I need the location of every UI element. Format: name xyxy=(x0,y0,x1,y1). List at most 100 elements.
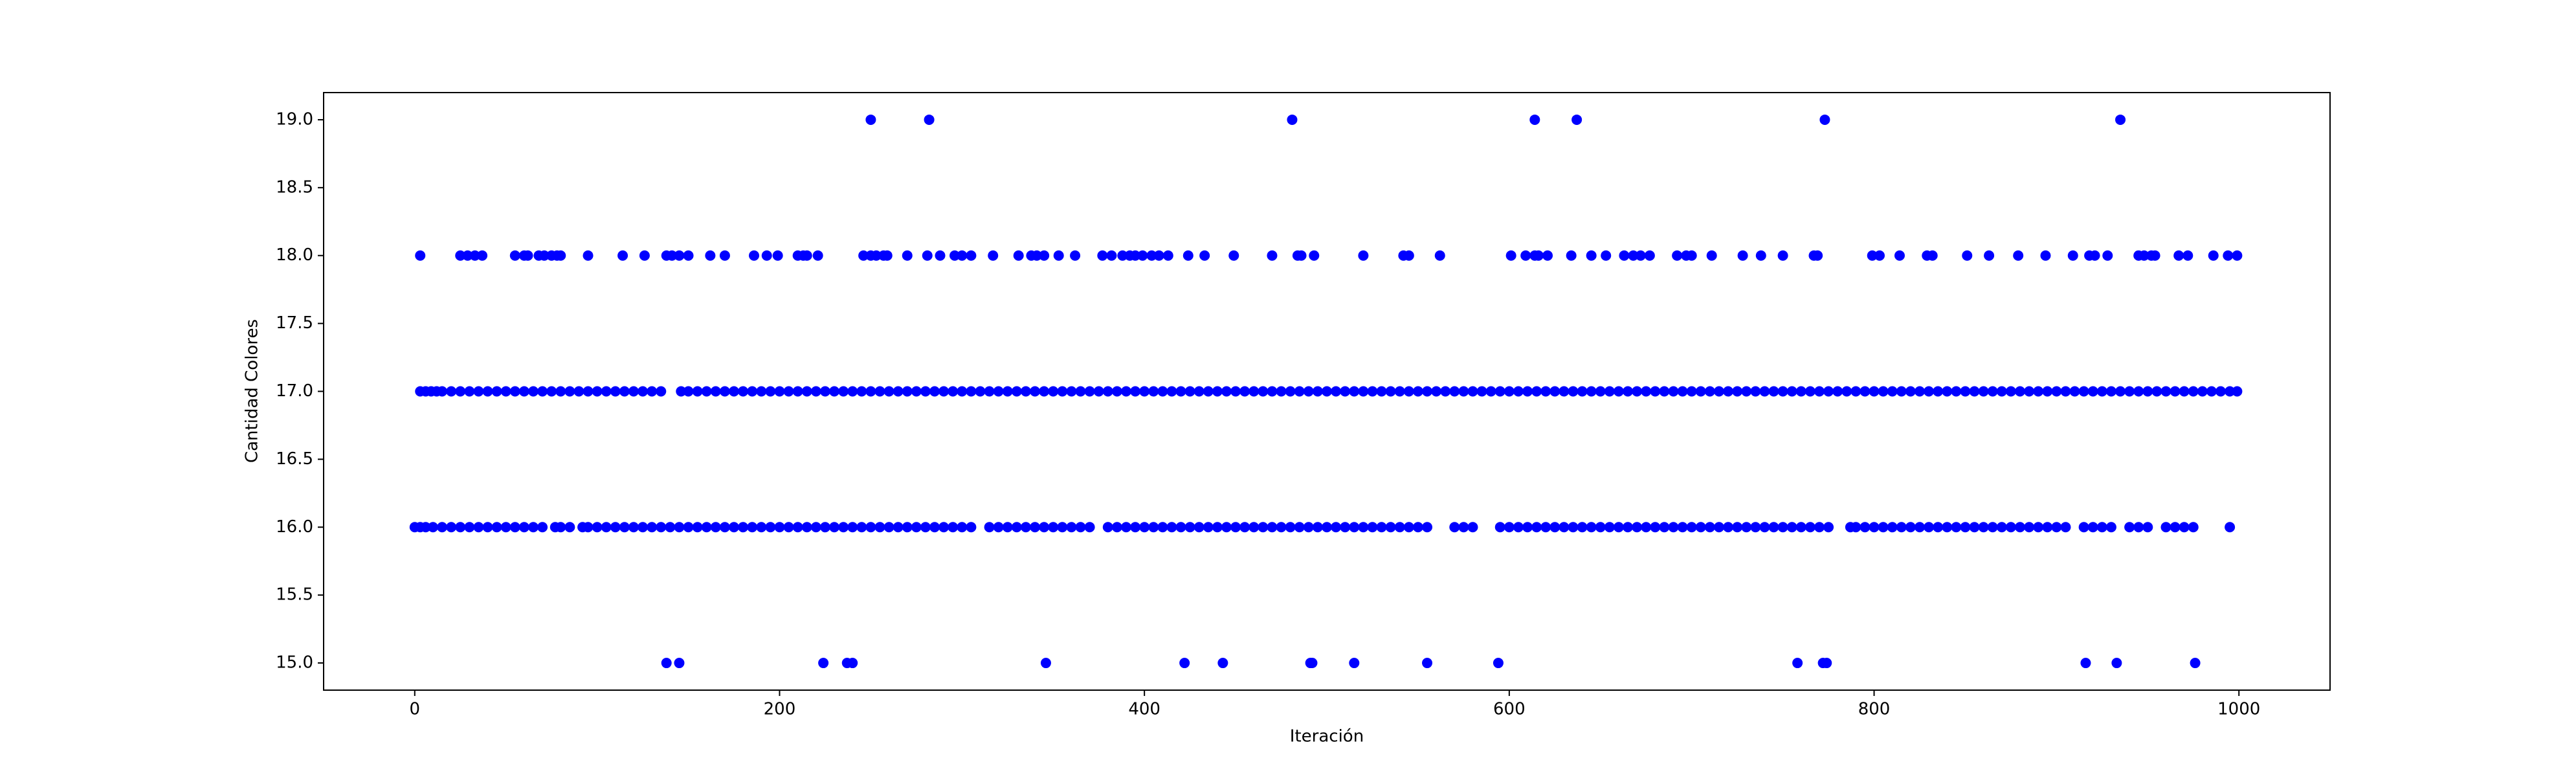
point xyxy=(1039,250,1050,261)
point xyxy=(1130,250,1141,261)
point xyxy=(801,250,812,261)
point xyxy=(1157,522,1168,533)
point xyxy=(993,386,1004,397)
point xyxy=(984,522,995,533)
point xyxy=(924,114,935,125)
point xyxy=(1595,386,1606,397)
point xyxy=(847,522,858,533)
y-tick-label: 18.0 xyxy=(276,245,313,265)
point xyxy=(2197,386,2208,397)
point xyxy=(1960,386,1971,397)
point xyxy=(537,522,548,533)
point xyxy=(1686,386,1697,397)
point xyxy=(1303,522,1314,533)
point xyxy=(1568,522,1579,533)
point xyxy=(2142,386,2153,397)
point xyxy=(437,386,448,397)
point xyxy=(705,250,716,261)
point xyxy=(1276,522,1287,533)
point xyxy=(638,522,649,533)
point xyxy=(1869,522,1880,533)
point xyxy=(1184,386,1195,397)
point xyxy=(482,522,493,533)
point xyxy=(1540,522,1551,533)
point xyxy=(1529,114,1540,125)
point xyxy=(1011,522,1022,533)
point xyxy=(2188,386,2199,397)
point xyxy=(674,250,685,261)
point xyxy=(1267,250,1278,261)
point xyxy=(984,386,995,397)
point xyxy=(1412,386,1423,397)
point xyxy=(1604,386,1615,397)
point xyxy=(647,522,658,533)
point xyxy=(902,522,913,533)
point xyxy=(464,522,475,533)
point xyxy=(874,522,885,533)
point xyxy=(1586,522,1597,533)
point xyxy=(1239,386,1250,397)
point xyxy=(1641,522,1652,533)
point xyxy=(1894,250,1905,261)
point xyxy=(455,522,466,533)
point xyxy=(592,522,603,533)
point xyxy=(628,522,639,533)
point xyxy=(2096,522,2107,533)
y-tick-label: 16.5 xyxy=(276,449,313,469)
point xyxy=(1619,250,1630,261)
point xyxy=(856,522,867,533)
point xyxy=(1440,386,1451,397)
point xyxy=(1737,250,1748,261)
point xyxy=(1066,522,1077,533)
point xyxy=(2060,386,2071,397)
point xyxy=(2170,522,2181,533)
point xyxy=(1376,386,1387,397)
point xyxy=(1203,386,1214,397)
point xyxy=(883,522,894,533)
point xyxy=(747,386,758,397)
point xyxy=(1927,250,1938,261)
point xyxy=(1285,386,1296,397)
point xyxy=(935,250,946,261)
point xyxy=(619,386,630,397)
point xyxy=(1942,386,1953,397)
point xyxy=(929,522,940,533)
point xyxy=(865,114,876,125)
point xyxy=(957,386,968,397)
point xyxy=(1874,250,1885,261)
point xyxy=(1677,386,1688,397)
point xyxy=(1768,522,1779,533)
point xyxy=(893,522,904,533)
point xyxy=(1559,522,1570,533)
point xyxy=(500,522,511,533)
point xyxy=(1162,250,1173,261)
point xyxy=(911,522,922,533)
point xyxy=(1148,522,1159,533)
point xyxy=(865,386,876,397)
y-tick-label: 17.0 xyxy=(276,381,313,401)
point xyxy=(1322,386,1332,397)
point xyxy=(455,250,466,261)
point xyxy=(1777,250,1788,261)
point xyxy=(1867,250,1878,261)
point xyxy=(2225,386,2236,397)
point xyxy=(975,386,986,397)
point xyxy=(2005,522,2016,533)
point xyxy=(1040,658,1051,669)
point xyxy=(2173,250,2184,261)
point xyxy=(2188,522,2199,533)
point xyxy=(1768,386,1779,397)
point xyxy=(729,386,740,397)
point xyxy=(2087,386,2098,397)
point xyxy=(1869,386,1880,397)
point xyxy=(2138,250,2149,261)
point xyxy=(583,522,594,533)
point xyxy=(812,250,823,261)
point xyxy=(1367,522,1378,533)
point xyxy=(1349,386,1360,397)
point xyxy=(1303,386,1314,397)
y-tick-label: 19.0 xyxy=(276,109,313,129)
point xyxy=(1175,386,1186,397)
point xyxy=(783,522,794,533)
point xyxy=(1030,522,1041,533)
